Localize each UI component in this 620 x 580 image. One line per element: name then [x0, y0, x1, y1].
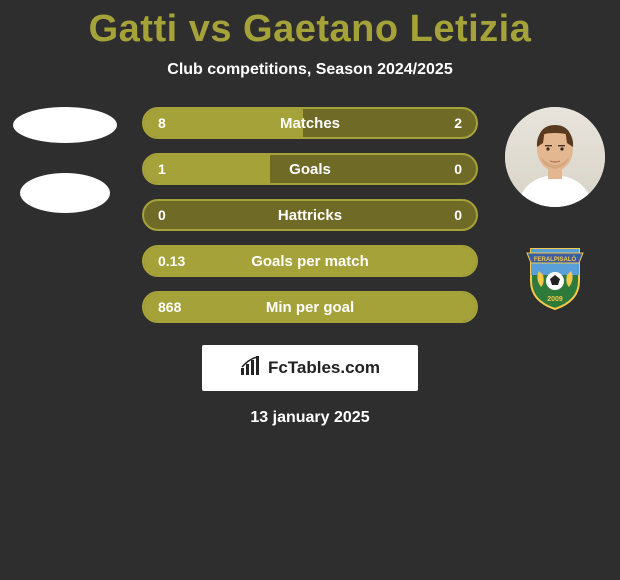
brand-text: FcTables.com [268, 358, 380, 378]
stat-label: Goals per match [144, 253, 476, 270]
stat-bar: 868Min per goal [142, 291, 478, 323]
right-club-logo: FERALPISALÒ 2009 [513, 235, 597, 319]
stat-label: Matches [144, 115, 476, 132]
stat-bar: 0.13Goals per match [142, 245, 478, 277]
comparison-subtitle: Club competitions, Season 2024/2025 [0, 61, 620, 79]
stat-right-value: 0 [454, 161, 462, 177]
right-player-avatar [505, 107, 605, 207]
generated-date: 13 january 2025 [0, 409, 620, 427]
left-player-avatar [13, 107, 117, 143]
stat-right-value: 0 [454, 207, 462, 223]
stats-column: 8Matches21Goals00Hattricks00.13Goals per… [120, 107, 500, 323]
player-photo-placeholder-icon [505, 107, 605, 207]
club-year: 2009 [547, 296, 563, 303]
club-ribbon-text: FERALPISALÒ [534, 255, 577, 263]
stat-label: Min per goal [144, 299, 476, 316]
left-club-avatar [20, 173, 110, 213]
comparison-title: Gatti vs Gaetano Letizia [0, 0, 620, 51]
left-player-column [10, 107, 120, 213]
stat-label: Hattricks [144, 207, 476, 224]
bars-chart-icon [240, 356, 262, 381]
stat-bar: 1Goals0 [142, 153, 478, 185]
stat-right-value: 2 [454, 115, 462, 131]
stat-bar: 8Matches2 [142, 107, 478, 139]
brand-box: FcTables.com [202, 345, 418, 391]
stat-bar: 0Hattricks0 [142, 199, 478, 231]
stat-label: Goals [144, 161, 476, 178]
club-shield-icon: FERALPISALÒ 2009 [513, 235, 597, 319]
comparison-content: 8Matches21Goals00Hattricks00.13Goals per… [0, 107, 620, 323]
right-player-column: FERALPISALÒ 2009 [500, 107, 610, 319]
